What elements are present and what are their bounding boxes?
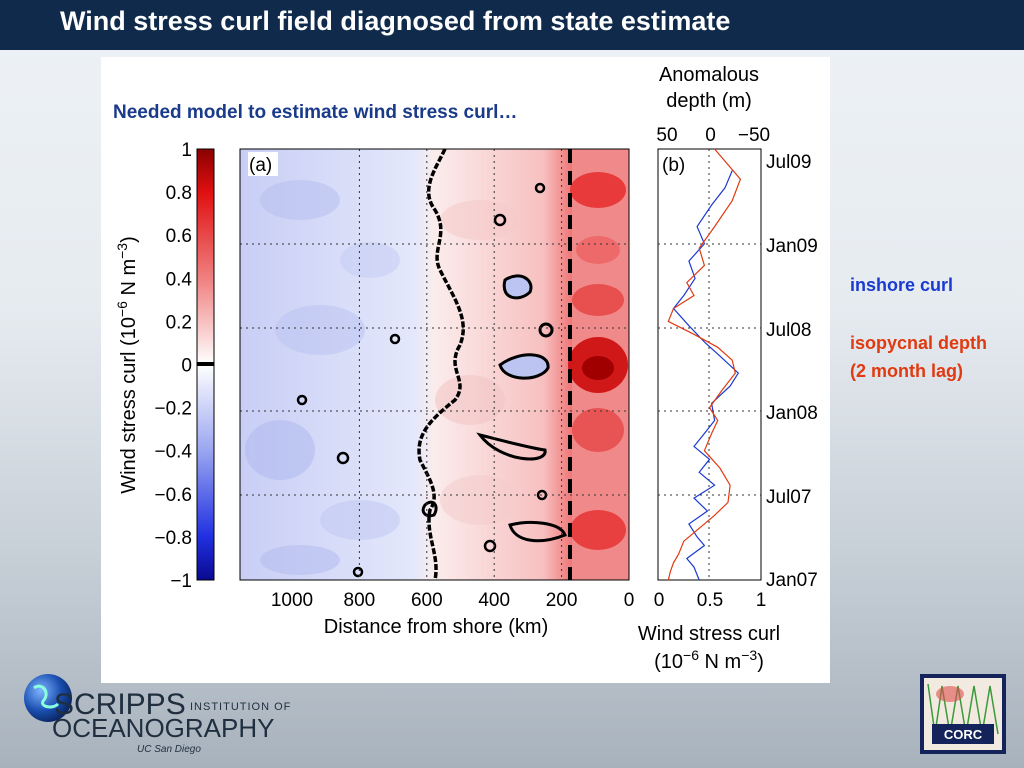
scripps-logo: SCRIPPS INSTITUTION OF OCEANOGRAPHY UC S… — [22, 670, 302, 760]
logo-institution: INSTITUTION OF — [190, 701, 291, 713]
inshore-curl-note: inshore curl — [850, 275, 954, 295]
isopycnal-depth-note: isopycnal depth (2 month lag) — [850, 329, 987, 385]
logo-ucsd: UC San Diego — [137, 744, 201, 755]
corc-label: CORC — [944, 727, 983, 742]
title-bar: Wind stress curl field diagnosed from st… — [0, 0, 1024, 50]
logo-scripps: SCRIPPS — [54, 688, 186, 721]
corc-logo: CORC — [920, 674, 1006, 754]
subtitle: Needed model to estimate wind stress cur… — [113, 102, 518, 123]
isopycnal-line1: isopycnal depth — [850, 333, 988, 353]
figure-panel — [101, 57, 830, 683]
logo-oceanography: OCEANOGRAPHY — [52, 713, 275, 743]
slide-title: Wind stress curl field diagnosed from st… — [60, 6, 731, 36]
isopycnal-line2: (2 month lag) — [850, 361, 963, 381]
